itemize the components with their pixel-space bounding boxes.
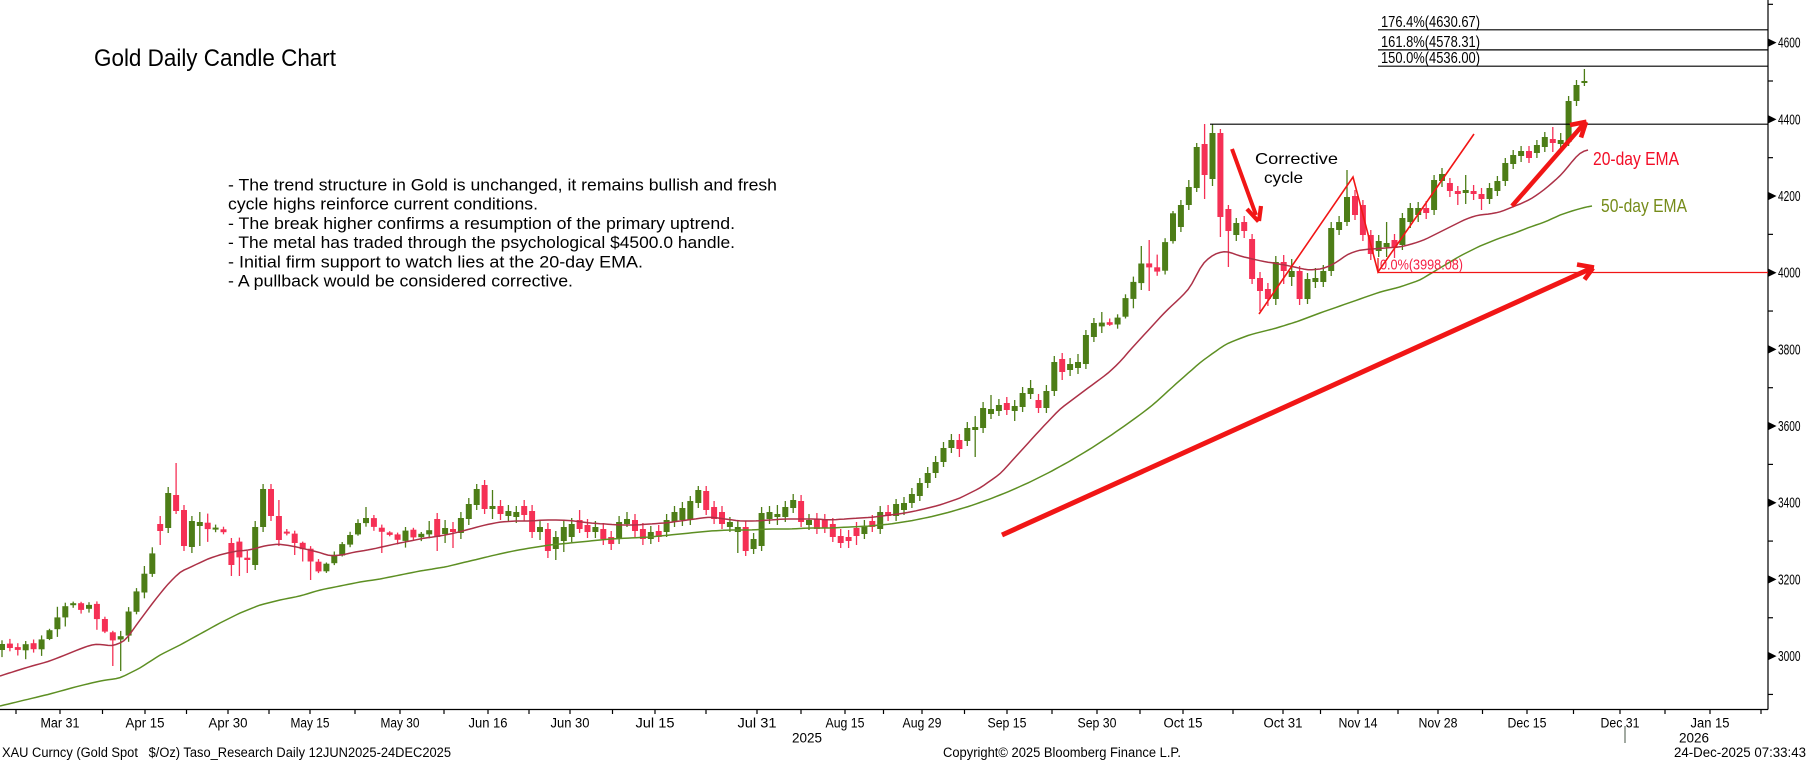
svg-text:cycle: cycle [1264,170,1303,187]
svg-text:Dec 31: Dec 31 [1601,716,1640,731]
svg-text:- A pullback would be consider: - A pullback would be considered correct… [228,272,573,291]
svg-text:May 30: May 30 [381,716,420,731]
svg-text:Jul 15: Jul 15 [636,716,675,731]
svg-text:50-day EMA: 50-day EMA [1601,195,1688,216]
svg-text:3200: 3200 [1778,572,1801,588]
svg-text:- Initial firm support to watc: - Initial firm support to watch lies at … [228,252,643,271]
svg-text:Mar 31: Mar 31 [41,716,80,731]
svg-text:161.8%(4578.31): 161.8%(4578.31) [1381,34,1480,51]
svg-text:Apr 15: Apr 15 [126,716,165,731]
svg-text:Apr 30: Apr 30 [209,716,248,731]
svg-text:2026: 2026 [1679,731,1709,746]
svg-text:Copyright© 2025 Bloomberg Fina: Copyright© 2025 Bloomberg Finance L.P. [943,745,1181,760]
svg-text:Gold Daily Candle Chart: Gold Daily Candle Chart [94,45,336,72]
svg-text:Dec 15: Dec 15 [1508,716,1547,731]
svg-text:2025: 2025 [792,731,822,746]
svg-text:Sep 30: Sep 30 [1078,716,1117,731]
svg-text:3000: 3000 [1778,649,1801,665]
svg-text:Oct 15: Oct 15 [1164,716,1203,731]
svg-text:Jun 16: Jun 16 [469,716,508,731]
svg-text:24-Dec-2025 07:33:43: 24-Dec-2025 07:33:43 [1674,745,1806,760]
svg-text:Jan 15: Jan 15 [1691,716,1730,731]
svg-text:Jul 31: Jul 31 [738,716,777,731]
svg-text:Corrective: Corrective [1255,151,1338,168]
svg-text:176.4%(4630.67): 176.4%(4630.67) [1381,14,1480,31]
svg-text:XAU Curncy (Gold Spot $/Oz): XAU Curncy (Gold Spot $/Oz) Taso_Researc… [2,745,451,760]
svg-text:cycle highs reinforce current: cycle highs reinforce current conditions… [228,195,538,214]
svg-text:Aug 29: Aug 29 [903,716,942,731]
svg-text:Nov 14: Nov 14 [1339,716,1378,731]
svg-text:3800: 3800 [1778,342,1801,358]
svg-text:3400: 3400 [1778,496,1801,512]
svg-text:- The break higher confirms a: - The break higher confirms a resumption… [228,214,735,233]
svg-text:Jun 30: Jun 30 [551,716,590,731]
svg-text:4600: 4600 [1778,36,1801,52]
svg-text:3600: 3600 [1778,419,1801,435]
svg-text:4200: 4200 [1778,189,1801,205]
svg-text:Aug 15: Aug 15 [826,716,865,731]
svg-text:Nov 28: Nov 28 [1419,716,1458,731]
svg-text:150.0%(4536.00): 150.0%(4536.00) [1381,50,1480,67]
svg-text:Sep 15: Sep 15 [988,716,1027,731]
svg-text:- The trend structure in Gold: - The trend structure in Gold is unchang… [228,176,777,195]
svg-text:May 15: May 15 [291,716,330,731]
svg-text:4000: 4000 [1778,266,1801,282]
svg-text:Oct 31: Oct 31 [1264,716,1303,731]
svg-text:20-day EMA: 20-day EMA [1593,148,1680,169]
svg-text:4400: 4400 [1778,112,1801,128]
svg-text:0.0%(3998.08): 0.0%(3998.08) [1380,257,1463,274]
svg-text:- The metal has traded through: - The metal has traded through the psych… [228,233,735,252]
